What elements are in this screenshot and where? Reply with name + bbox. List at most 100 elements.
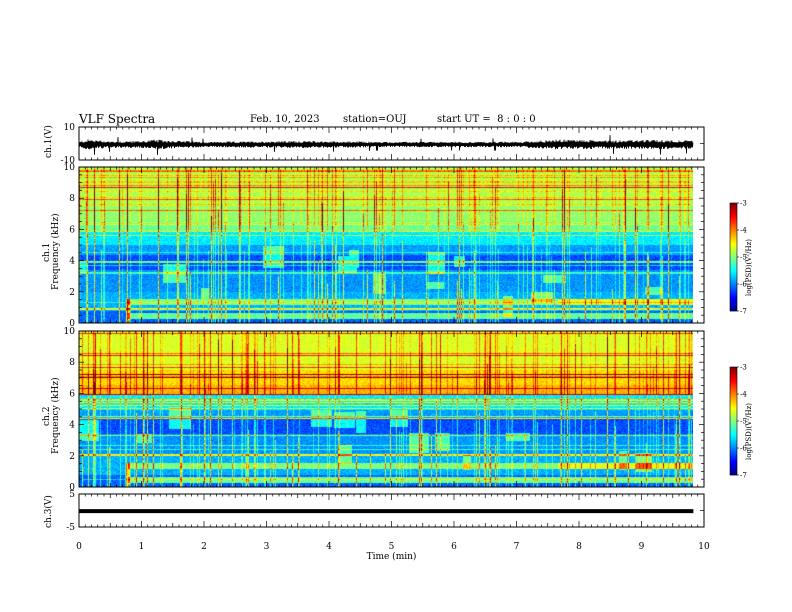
colorbar-swatch [730,430,737,432]
colorbar-swatch [730,301,737,303]
colorbar-swatch [730,410,737,412]
colorbar-swatch [730,217,737,219]
colorbar-swatch [730,474,737,476]
colorbar-swatch [730,461,737,463]
colorbar-swatch [730,276,737,278]
colorbar-swatch [730,441,737,443]
colorbar-swatch [730,472,737,474]
colorbar-swatch [730,203,737,205]
colorbar-swatch [730,246,737,248]
colorbar-swatch [730,437,737,439]
colorbar-swatch [730,454,737,456]
colorbar-swatch [730,275,737,277]
colorbar-swatch [730,253,737,255]
colorbar-swatch [730,469,737,471]
colorbar-swatch [730,291,737,293]
colorbar-swatch [730,367,737,369]
colorbar-swatch [730,294,737,296]
colorbar-swatch [730,449,737,451]
x-tick-label: 1 [139,542,145,552]
colorbar-swatch [730,448,737,450]
y-tick-label: 2 [69,452,75,462]
colorbar-swatch [730,273,737,275]
y-tick-label: -10 [61,156,76,166]
x-tick-label: 5 [389,542,395,552]
colorbar-swatch [730,251,737,253]
colorbar-swatch [730,396,737,398]
colorbar-swatch [730,383,737,385]
colorbar-swatch [730,208,737,210]
colorbar-swatch [730,373,737,375]
colorbar-swatch [730,262,737,264]
colorbar-swatch [730,399,737,401]
colorbar-swatch [730,269,737,271]
colorbar-swatch [730,447,737,449]
x-axis-label: Time (min) [367,551,417,562]
colorbar-swatch [730,384,737,386]
x-tick-label: 9 [639,542,645,552]
colorbar-swatch [730,444,737,446]
colorbar-swatch [730,289,737,291]
colorbar-swatch [730,473,737,475]
colorbar-swatch [730,240,737,242]
x-tick-label: 6 [451,542,457,552]
colorbar-swatch [730,400,737,402]
colorbar-swatch [730,235,737,237]
colorbar-swatch [730,221,737,223]
colorbar-swatch [730,392,737,394]
colorbar-swatch [730,425,737,427]
x-tick-label: 10 [698,542,710,552]
colorbar-swatch [730,470,737,472]
ch1-voltage-axis-label: ch.1(V) [44,125,54,158]
colorbar-swatch [730,375,737,377]
colorbar-swatch [730,265,737,267]
colorbar-swatch [730,242,737,244]
colorbar-swatch [730,209,737,211]
colorbar-swatch [730,266,737,268]
colorbar-swatch [730,393,737,395]
colorbar-swatch [730,225,737,227]
x-tick-label: 3 [264,542,270,552]
colorbar-swatch [730,369,737,371]
colorbar-swatch [730,210,737,212]
y-tick-label: 8 [69,358,75,368]
colorbar-swatch [730,205,737,207]
colorbar-swatch [730,271,737,273]
colorbar-swatch [730,385,737,387]
colorbar-swatch [730,224,737,226]
colorbar-2: -3 -4 -5 -6 -7 [729,364,747,480]
colorbar-swatch [730,285,737,287]
colorbar-swatch [730,466,737,468]
colorbar-swatch [730,415,737,417]
ch2-frequency-axis-label: Frequency (kHz) [51,377,61,454]
colorbar-swatch [730,306,737,308]
colorbar-swatch [730,245,737,247]
colorbar-swatch [730,418,737,420]
colorbar-swatch [730,309,737,311]
colorbar-swatch [730,268,737,270]
colorbar-swatch [730,250,737,252]
y-tick-label: 6 [69,389,75,399]
colorbar-swatch [730,440,737,442]
colorbar-swatch [730,372,737,374]
colorbar-swatch [730,394,737,396]
colorbar-swatch [730,427,737,429]
colorbar-tick-label: -5 [740,418,747,426]
colorbar-swatch [730,445,737,447]
colorbar-swatch [730,244,737,246]
colorbar-tick-label: -4 [740,227,747,235]
colorbar-swatch [730,457,737,459]
colorbar-swatch [730,443,737,445]
colorbar-swatch [730,368,737,370]
colorbar-swatch [730,389,737,391]
colorbar-swatch [730,232,737,234]
colorbar-tick-label: -4 [740,391,747,399]
colorbar-swatch [730,260,737,262]
colorbar-swatch [730,376,737,378]
colorbar-swatch [730,408,737,410]
colorbar-swatch [730,422,737,424]
colorbar-swatch [730,464,737,466]
colorbar-swatch [730,459,737,461]
colorbar-swatch [730,256,737,258]
colorbar-swatch [730,382,737,384]
